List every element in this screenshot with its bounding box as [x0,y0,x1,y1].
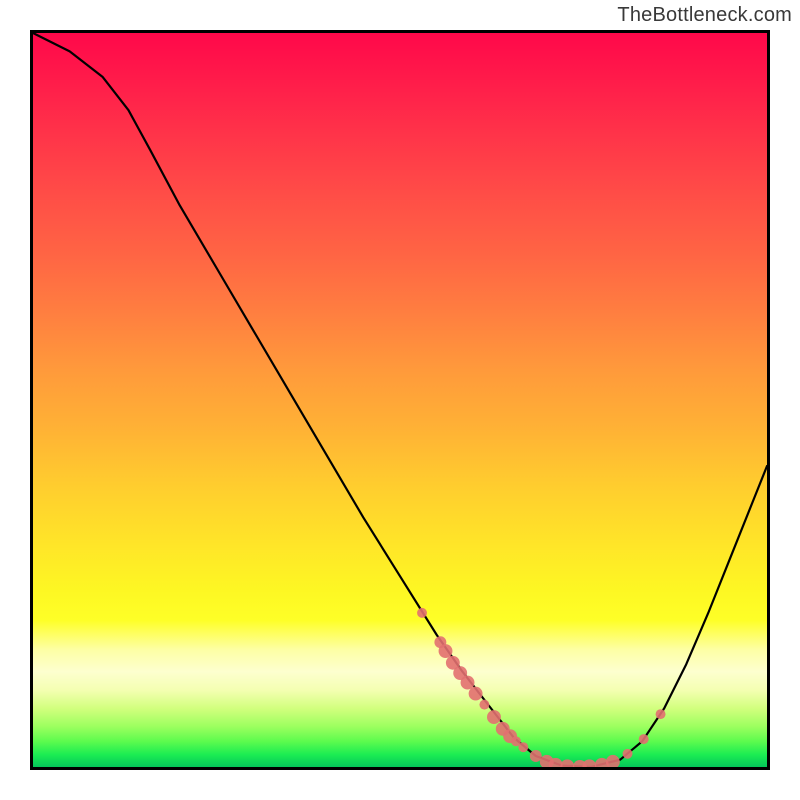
plot-svg [33,33,767,767]
scatter-dot [518,742,528,752]
scatter-dot [656,709,666,719]
scatter-dot [417,608,427,618]
watermark-text: TheBottleneck.com [617,4,792,27]
scatter-dot [479,700,489,710]
scatter-dot [623,749,633,759]
figure-canvas: TheBottleneck.com [0,0,800,800]
plot-area [30,30,770,770]
scatter-dot [439,644,453,658]
gradient-background [33,33,767,767]
scatter-dot [639,734,649,744]
scatter-dot [530,750,542,762]
scatter-dot [487,710,501,724]
scatter-dot [469,687,483,701]
